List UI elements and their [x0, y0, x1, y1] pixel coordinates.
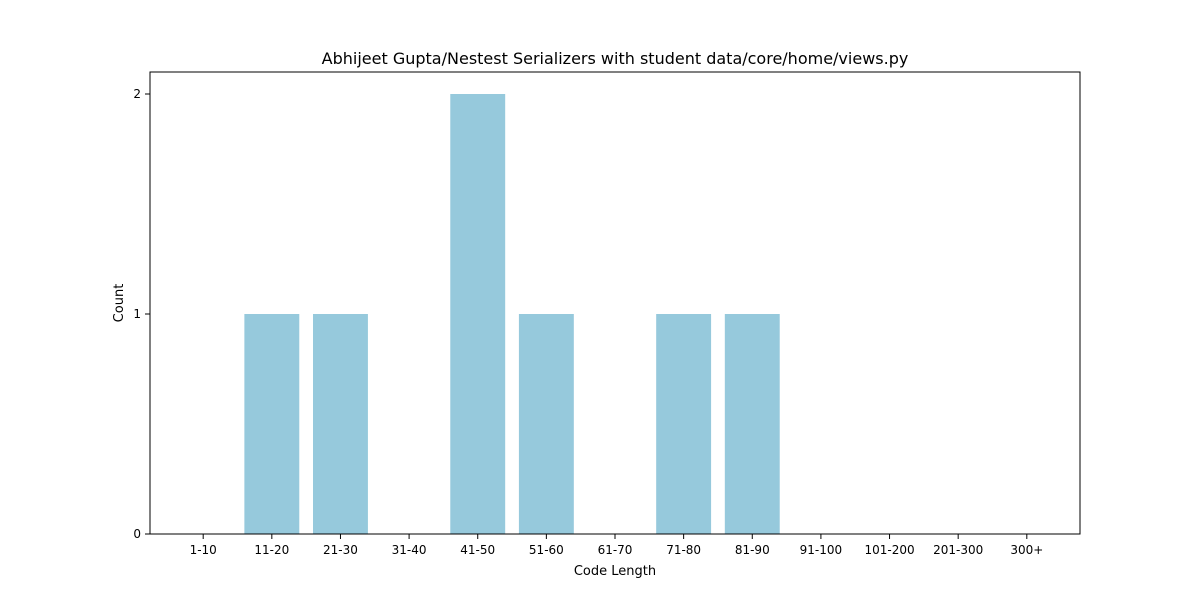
x-tick-label: 101-200: [864, 543, 914, 557]
bar-51-60: [518, 314, 574, 534]
x-axis-label: Code Length: [574, 564, 656, 579]
y-axis: 0 1 2: [133, 87, 150, 541]
y-tick-label: 0: [133, 527, 141, 541]
y-axis-label: Count: [112, 284, 127, 323]
bar-21-30: [313, 314, 368, 534]
y-tick-label: 1: [133, 307, 141, 321]
x-tick-label: 11-20: [254, 543, 289, 557]
y-tick-label: 2: [133, 87, 141, 101]
x-tick-label: 201-300: [933, 543, 983, 557]
x-tick-label: 1-10: [190, 543, 217, 557]
bar-71-80: [656, 314, 712, 534]
x-tick-label: 21-30: [323, 543, 358, 557]
x-tick-label: 51-60: [529, 543, 564, 557]
plot-frame: [149, 71, 1081, 535]
x-tick-label: 71-80: [666, 543, 701, 557]
chart-title: Abhijeet Gupta/Nestest Serializers with …: [322, 49, 909, 68]
x-tick-label: 91-100: [800, 543, 843, 557]
x-tick-label: 300+: [1010, 543, 1043, 557]
bar-41-50: [450, 94, 506, 534]
x-tick-label: 81-90: [735, 543, 770, 557]
x-tick-label: 31-40: [392, 543, 427, 557]
bar-81-90: [724, 314, 780, 534]
x-axis: 1-10 11-20 21-30 31-40 41-50 51-60 61-70 71-80 8…: [190, 534, 1043, 557]
bar-11-20: [244, 314, 300, 534]
x-tick-label: 61-70: [598, 543, 633, 557]
bars-layer: [244, 94, 780, 534]
x-tick-label: 41-50: [460, 543, 495, 557]
